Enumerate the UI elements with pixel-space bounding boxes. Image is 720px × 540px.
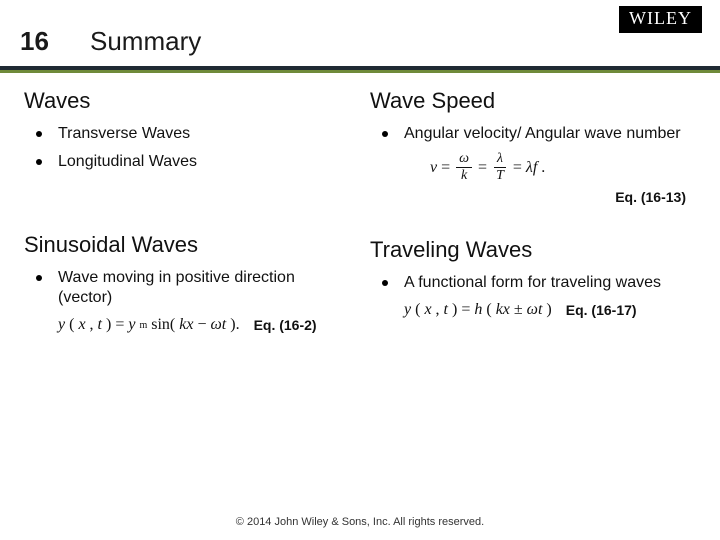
equation-16-2: y(x, t) = ym sin(kx − ωt). xyxy=(58,316,240,334)
list-item: Angular velocity/ Angular wave number xyxy=(376,124,696,144)
equation-row: y(x, t) = h(kx ± ωt) Eq. (16-17) xyxy=(370,301,696,319)
chapter-title: Summary xyxy=(72,26,201,57)
content-grid: Waves Transverse Waves Longitudinal Wave… xyxy=(24,88,696,500)
right-column: Wave Speed Angular velocity/ Angular wav… xyxy=(370,88,696,500)
section-sinusoidal: Sinusoidal Waves Wave moving in positive… xyxy=(24,232,350,334)
section-wave-speed: Wave Speed Angular velocity/ Angular wav… xyxy=(370,88,696,207)
section-title: Wave Speed xyxy=(370,88,696,114)
title-row: 16 Summary xyxy=(0,26,720,57)
equation-label: Eq. (16-17) xyxy=(566,302,637,318)
equation-label-row: Eq. (16-13) xyxy=(370,189,696,207)
list-item: Longitudinal Waves xyxy=(30,152,350,172)
equation-16-17: y(x, t) = h(kx ± ωt) xyxy=(404,301,552,319)
equation-label: Eq. (16-2) xyxy=(254,317,317,333)
equation-row: y(x, t) = ym sin(kx − ωt). Eq. (16-2) xyxy=(24,316,350,334)
list-item: A functional form for traveling waves xyxy=(376,273,696,293)
chapter-number: 16 xyxy=(0,26,72,57)
equation-row: v = ωk = λT = λf. xyxy=(370,152,696,183)
section-title: Sinusoidal Waves xyxy=(24,232,350,258)
equation-16-13: v = ωk = λT = λf. xyxy=(430,152,545,183)
bullet-list: Wave moving in positive direction (vecto… xyxy=(24,268,350,308)
slide-header: WILEY 16 Summary xyxy=(0,0,720,72)
section-waves: Waves Transverse Waves Longitudinal Wave… xyxy=(24,88,350,172)
list-item: Wave moving in positive direction (vecto… xyxy=(30,268,350,308)
header-rule-accent xyxy=(0,70,720,73)
section-traveling: Traveling Waves A functional form for tr… xyxy=(370,237,696,319)
left-column: Waves Transverse Waves Longitudinal Wave… xyxy=(24,88,350,500)
section-title: Waves xyxy=(24,88,350,114)
bullet-list: Transverse Waves Longitudinal Waves xyxy=(24,124,350,172)
bullet-list: Angular velocity/ Angular wave number xyxy=(370,124,696,144)
equation-label: Eq. (16-13) xyxy=(615,189,686,205)
section-title: Traveling Waves xyxy=(370,237,696,263)
copyright-footer: © 2014 John Wiley & Sons, Inc. All right… xyxy=(0,516,720,528)
list-item: Transverse Waves xyxy=(30,124,350,144)
bullet-list: A functional form for traveling waves xyxy=(370,273,696,293)
